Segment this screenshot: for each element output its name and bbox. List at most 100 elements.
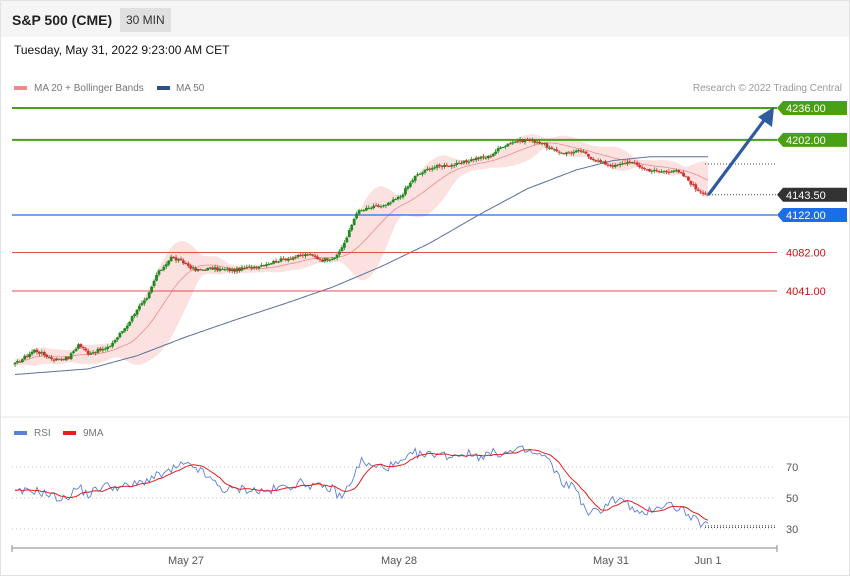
candle-body <box>535 142 539 144</box>
chart-header: S&P 500 (CME) 30 MIN <box>1 1 849 37</box>
candle <box>372 203 376 210</box>
candle <box>91 350 95 354</box>
candle-body <box>223 269 227 271</box>
candle <box>689 180 693 188</box>
candle <box>608 163 612 168</box>
candle <box>491 152 495 157</box>
candle <box>411 177 415 184</box>
candle <box>267 262 271 266</box>
candle-body <box>255 266 258 268</box>
candle <box>635 160 639 167</box>
candle <box>28 351 32 359</box>
candle <box>469 156 473 163</box>
candle <box>177 258 180 263</box>
candle-body <box>282 258 285 260</box>
candle <box>701 190 705 197</box>
candle-body <box>113 339 117 343</box>
candle <box>526 137 529 142</box>
candle <box>279 255 283 263</box>
candle <box>367 205 371 210</box>
candle <box>184 261 188 265</box>
candle <box>682 170 685 177</box>
candle-body <box>648 169 651 172</box>
ma20-legend-label: MA 20 + Bollinger Bands <box>34 83 144 94</box>
candle-body <box>277 261 280 263</box>
candle <box>362 209 366 213</box>
candle-body <box>162 266 166 270</box>
current-price-label: 4143.50 <box>786 190 826 202</box>
candle-body <box>516 141 520 143</box>
candle-body <box>172 256 175 258</box>
candle-body <box>189 265 193 269</box>
candle <box>530 137 534 143</box>
candle-body <box>494 151 498 154</box>
candle-body <box>252 266 256 269</box>
candle <box>303 252 307 259</box>
candle-body <box>257 266 261 269</box>
candle <box>142 297 146 307</box>
candle <box>418 172 422 175</box>
candle-body <box>652 169 656 172</box>
candle <box>86 348 90 357</box>
candle-body <box>699 191 703 193</box>
candle-body <box>601 161 605 163</box>
candle <box>62 358 66 361</box>
rsi-line <box>14 445 709 529</box>
candle <box>101 346 105 353</box>
candle-body <box>506 143 510 147</box>
candle <box>313 253 317 259</box>
timeframe-badge[interactable]: 30 MIN <box>120 8 171 32</box>
candle <box>72 349 75 355</box>
candle <box>486 155 490 160</box>
price-level-4041.00: 4041.00 <box>12 286 826 298</box>
candle-body <box>404 188 407 195</box>
candle <box>169 254 173 263</box>
candle <box>457 160 461 165</box>
bollinger-band-layer <box>15 134 708 367</box>
candle <box>306 252 310 257</box>
candle-body <box>16 361 19 363</box>
candle <box>296 254 300 260</box>
candle <box>430 165 434 172</box>
candle <box>140 300 144 306</box>
candle <box>474 155 478 163</box>
candle-body <box>106 346 110 350</box>
candle <box>250 264 254 271</box>
candle-body <box>433 167 437 169</box>
candle <box>445 162 449 168</box>
candle <box>311 253 315 257</box>
candle <box>225 266 229 272</box>
candle-body <box>199 269 202 271</box>
candle-body <box>423 169 427 173</box>
candle-body <box>279 258 283 262</box>
candle-body <box>467 161 471 163</box>
candle <box>196 268 200 272</box>
candle-body <box>401 194 405 198</box>
candle <box>38 351 41 357</box>
candle <box>657 170 661 174</box>
candle-body <box>394 199 398 201</box>
candle-body <box>345 237 349 243</box>
candle-body <box>74 348 78 351</box>
candle-body <box>430 168 434 170</box>
candle-body <box>550 147 554 150</box>
forecast-arrow-shaft <box>707 117 767 196</box>
candle <box>643 167 646 171</box>
candle <box>669 170 673 173</box>
candle-body <box>286 258 290 261</box>
candle <box>391 196 395 204</box>
candle <box>501 146 505 149</box>
candle-body <box>28 354 32 358</box>
candle <box>477 156 480 162</box>
price-level-4143.50: 4143.50 <box>709 187 847 202</box>
rsi-level-label: 30 <box>786 524 798 536</box>
candle <box>338 248 341 258</box>
candle-body <box>701 192 705 195</box>
candle-body <box>59 359 63 361</box>
candle-body <box>330 258 334 260</box>
candle <box>162 264 166 272</box>
candle <box>472 158 476 163</box>
candle <box>652 167 656 174</box>
candle-body <box>228 268 232 272</box>
candle <box>633 159 637 165</box>
